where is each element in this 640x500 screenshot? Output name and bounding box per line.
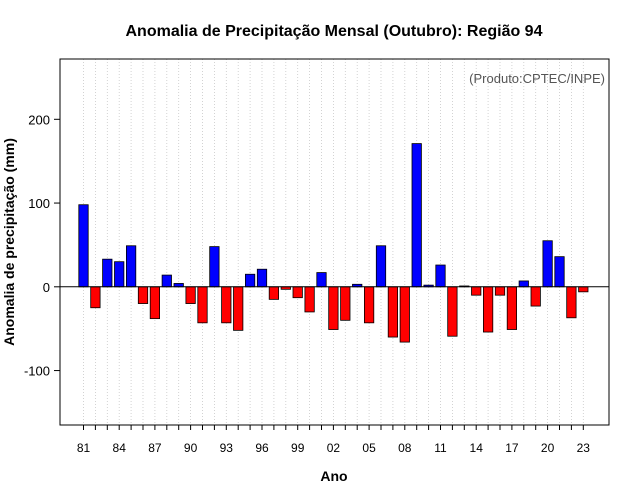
x-axis-label: Ano (320, 468, 347, 484)
bar-08 (399, 286, 410, 343)
bar-84 (114, 261, 125, 288)
grid-lines (83, 59, 584, 425)
bar-05 (363, 286, 375, 324)
bar-91 (197, 286, 208, 324)
bars (78, 143, 589, 343)
bar-94 (233, 286, 244, 331)
bar-93 (221, 286, 232, 324)
y-axis-label: Anomalia de precipitação (mm) (1, 138, 17, 346)
x-tick-label: 02 (327, 441, 341, 455)
y-tick-label: 0 (43, 280, 50, 295)
x-tick-label: 11 (434, 441, 447, 455)
bar-87 (149, 286, 160, 320)
bar-88 (161, 274, 172, 288)
y-axis: -100 0 100 200 (24, 112, 60, 379)
bar-99 (292, 286, 303, 299)
plot-frame (59, 58, 610, 426)
x-tick-label: 93 (220, 441, 234, 455)
y-tick-label: 200 (28, 112, 50, 127)
bar-92 (209, 246, 220, 288)
x-tick-label: 84 (113, 441, 127, 455)
bar-83 (102, 258, 113, 288)
bar-11 (435, 264, 446, 288)
bar-89 (173, 283, 184, 288)
bar-15 (482, 286, 494, 333)
bar-18 (518, 280, 529, 288)
y-tick-label: 100 (28, 196, 50, 211)
bar-85 (126, 245, 137, 288)
bar-16 (494, 286, 506, 296)
bar-03 (340, 286, 351, 321)
bar-19 (530, 286, 541, 307)
bar-00 (304, 286, 315, 313)
x-tick-label: 17 (505, 441, 519, 455)
bar-23 (578, 286, 589, 293)
bar-12 (447, 286, 458, 337)
bar-90 (185, 286, 196, 304)
chart-title: Anomalia de Precipitação Mensal (Outubro… (126, 23, 543, 40)
x-tick-label: 23 (577, 441, 591, 455)
x-tick-label: 20 (541, 441, 555, 455)
bar-17 (506, 286, 518, 330)
x-tick-label: 87 (148, 441, 162, 455)
x-tick-label: 81 (77, 441, 91, 455)
bar-21 (554, 256, 565, 288)
bar-14 (471, 286, 482, 296)
x-axis: 81 84 87 90 93 96 99 02 05 08 11 14 17 20 23 (77, 425, 590, 455)
x-tick-label: 96 (255, 441, 269, 455)
y-tick-label: -100 (24, 364, 50, 379)
bar-96 (256, 268, 268, 288)
bar-86 (137, 286, 149, 304)
bar-20 (542, 240, 553, 288)
bar-82 (90, 286, 101, 309)
bar-97 (268, 286, 280, 300)
x-tick-label: 90 (184, 441, 198, 455)
bar-02 (328, 286, 339, 330)
x-tick-label: 08 (398, 441, 412, 455)
bar-07 (387, 286, 399, 338)
bar-01 (316, 272, 327, 288)
x-tick-label: 99 (291, 441, 305, 455)
x-tick-label: 14 (470, 441, 484, 455)
x-tick-label: 05 (362, 441, 376, 455)
bar-81 (78, 204, 89, 288)
bar-09 (411, 143, 422, 288)
bar-22 (566, 286, 577, 319)
bar-06 (375, 245, 387, 288)
credit-annotation: (Produto:CPTEC/INPE) (469, 71, 605, 86)
bar-95 (244, 273, 256, 288)
